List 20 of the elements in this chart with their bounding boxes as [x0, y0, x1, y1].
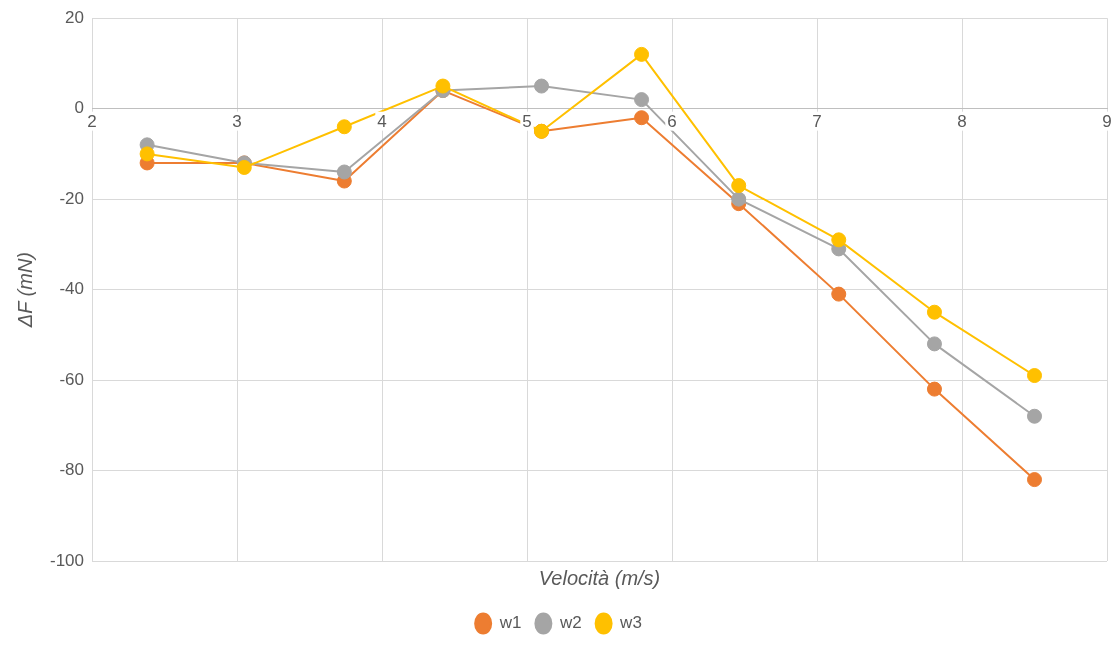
- legend-label: w3: [619, 613, 642, 633]
- y-tick-label: -80: [59, 460, 85, 480]
- y-tick-label: -40: [59, 279, 85, 299]
- x-tick-label: 8: [957, 111, 967, 131]
- y-tick-label: 0: [74, 98, 85, 118]
- x-tick-label: 7: [812, 111, 822, 131]
- legend-label: w2: [558, 613, 582, 633]
- x-tick-label: 2: [87, 111, 97, 131]
- legend-label: w1: [498, 613, 522, 633]
- x-tick-label: 5: [522, 111, 532, 131]
- x-tick-label: 9: [1102, 111, 1112, 131]
- y-tick-label: 20: [65, 7, 85, 27]
- x-axis-title: Velocità (m/s): [538, 566, 661, 589]
- x-tick-label: 6: [667, 111, 677, 131]
- y-axis-title: ΔF (mN): [13, 251, 36, 329]
- y-tick-label: -100: [49, 550, 85, 570]
- x-tick-label: 3: [232, 111, 242, 131]
- y-tick-label: -20: [59, 188, 85, 208]
- x-tick-label: 4: [377, 111, 387, 131]
- y-tick-label: -60: [59, 369, 85, 389]
